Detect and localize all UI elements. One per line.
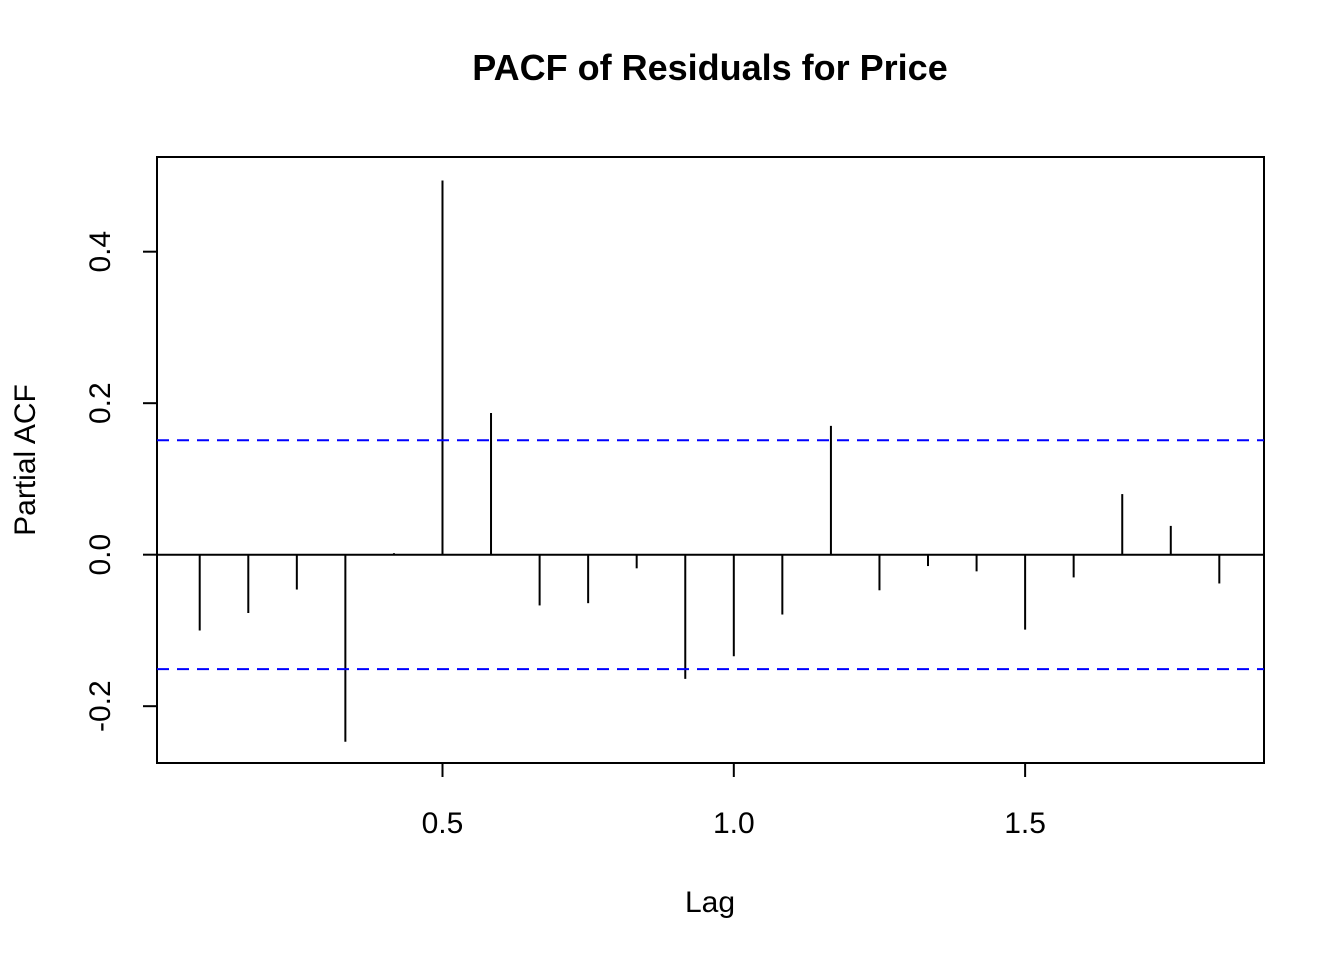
y-tick-label: 0.0 (84, 534, 117, 576)
chart-title: PACF of Residuals for Price (472, 47, 947, 88)
y-tick-label: 0.2 (84, 382, 117, 424)
x-axis: 0.5 1.0 1.5 (422, 762, 1046, 840)
plot-frame (156, 156, 1265, 764)
y-axis-label: Partial ACF (9, 384, 42, 536)
y-tick-label: 0.4 (84, 231, 117, 273)
x-axis-label: Lag (685, 886, 735, 919)
x-tick-label: 0.5 (422, 807, 464, 840)
y-axis: -0.2 0.0 0.2 0.4 (84, 231, 158, 732)
x-tick-label: 1.0 (713, 807, 755, 840)
confidence-bounds (157, 439, 1264, 671)
x-tick-label: 1.5 (1004, 807, 1046, 840)
y-tick-label: -0.2 (84, 680, 117, 732)
pacf-bars (157, 180, 1264, 742)
